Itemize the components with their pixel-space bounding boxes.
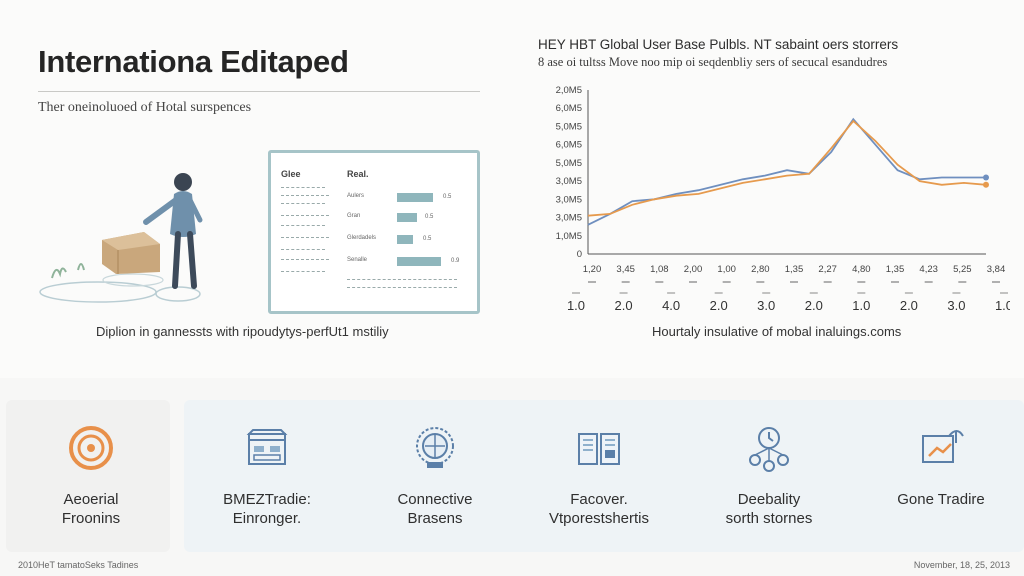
person-with-box-illustration (39, 173, 203, 303)
page-subtitle: Ther oneinoluoed of Hotal surspences (38, 100, 252, 115)
feature-label: Deebality sorth stornes (725, 491, 813, 527)
series-endpoint-1 (983, 181, 989, 188)
series-endpoint-0 (983, 174, 989, 181)
panel-row-key: Senalle (347, 257, 368, 263)
y-tick-label: 6,0M5 (556, 140, 582, 151)
feature-label: BMEZTradie: Einronger. (223, 491, 311, 527)
storefront-icon (246, 429, 288, 465)
y-tick-label: 5,0M5 (556, 121, 582, 132)
panel-col2-header: Real. (347, 169, 369, 179)
x-tick-label: 2.0 (805, 298, 823, 313)
panel-footer-line (347, 279, 457, 281)
feature-label: Connective Brasens (397, 491, 473, 527)
panel-row: Senalle 0.9 (271, 257, 477, 271)
panel-row: Glerdadels 0.5 (271, 235, 477, 249)
target-icon (69, 426, 113, 470)
panel-row-value: 0.9 (451, 258, 460, 264)
panel-row: Aulers 0.5 (271, 193, 477, 207)
feature-label: Facover. Vtporestshertis (548, 491, 650, 527)
panel-col1-header: Glee (281, 169, 301, 179)
x-tick-label: 2,00 (684, 264, 703, 275)
feature-item[interactable]: Connective Brasens (360, 422, 510, 528)
user-base-line-chart: 2,0M5 6,0M5 5,0M5 6,0M5 5,0M5 3,0M5 3,0M5 3,0M5… (556, 85, 1010, 313)
info-panel-card: Glee Real. Aulers 0.5 Gran 0.5 Glerdadel… (268, 150, 480, 314)
x-tick-label: 1,35 (785, 264, 804, 275)
x-tick-label: 1,08 (650, 264, 669, 275)
panel-row-key: Gran (347, 213, 361, 219)
feature-item[interactable]: Deebality sorth stornes (694, 422, 844, 528)
x-tick-label: 4.0 (662, 298, 680, 313)
x-tick-label: 2,27 (818, 264, 837, 275)
feature-item[interactable]: Aeoerial Froonins (16, 422, 166, 528)
series-line-0 (587, 117, 986, 226)
x-tick-label: 2.0 (900, 298, 918, 313)
featured-tile-background (6, 400, 170, 552)
page-title: Internationa Editaped (38, 44, 349, 79)
feature-label: Aeoerial Froonins (61, 491, 121, 527)
panel-placeholder-line (281, 187, 325, 188)
x-tick-label: 3.0 (757, 298, 775, 313)
y-tick-label: 2,0M5 (556, 85, 582, 96)
y-tick-label: 3,0M5 (556, 213, 582, 224)
x-tick-label: 5,25 (953, 264, 972, 275)
y-tick-label: 6,0M5 (556, 103, 582, 114)
globe-badge-icon (416, 427, 454, 468)
feature-strip-background (184, 400, 1024, 552)
x-tick-label: 2,80 (751, 264, 770, 275)
footer-date: November, 18, 25, 2013 (913, 560, 1010, 570)
y-tick-label: 3,0M5 (556, 176, 582, 187)
panel-row-bar (397, 257, 441, 266)
x-tick-label: 4,80 (852, 264, 871, 275)
network-icon (749, 427, 789, 472)
x-tick-label: 1,20 (583, 264, 602, 275)
chart-subtitle: 8 ase oi tultss Move noo mip oi seqdenbl… (538, 55, 888, 69)
book-icon (578, 433, 620, 465)
x-tick-label: 1,00 (717, 264, 736, 275)
x-tick-label: 1,35 (886, 264, 905, 275)
panel-row-key: Aulers (347, 193, 365, 199)
feature-label: Gone Tradire (897, 491, 985, 508)
x-tick-label: 2.0 (710, 298, 728, 313)
footer-credit: 2010HeT tamatoSeks Tadines (18, 560, 139, 570)
x-tick-label: 3.0 (947, 298, 965, 313)
panel-footer-line (347, 287, 457, 289)
series-line-1 (587, 119, 987, 217)
hero-panel (0, 0, 1024, 378)
panel-row-value: 0.5 (423, 236, 432, 242)
illustration-caption: Diplion in gannessts with ripoudytys-per… (96, 324, 389, 339)
panel-row-key: Glerdadels (347, 235, 377, 241)
panel-row-bar (397, 193, 433, 202)
panel-row-bar (397, 235, 413, 244)
y-tick-label: 0 (577, 249, 582, 260)
y-tick-label: 5,0M5 (556, 158, 582, 169)
feature-item[interactable]: BMEZTradie: Einronger. (192, 422, 342, 528)
panel-row-bar (397, 213, 417, 222)
chart-title: HEY HBT Global User Base Pulbls. NT saba… (538, 37, 899, 52)
trade-icon (922, 430, 964, 463)
title-divider (38, 91, 480, 92)
x-tick-label: 4,23 (919, 264, 938, 275)
x-tick-label: 2.0 (615, 298, 633, 313)
chart-caption: Hourtaly insulative of mobal inaluings.c… (652, 324, 902, 339)
panel-row-value: 0.5 (443, 194, 452, 200)
x-tick-label: 3,84 (987, 264, 1006, 275)
panel-row: Gran 0.5 (271, 213, 477, 227)
feature-item[interactable]: Facover. Vtporestshertis (524, 422, 674, 528)
x-tick-label: 3,45 (616, 264, 635, 275)
panel-row-value: 0.5 (425, 214, 434, 220)
feature-item[interactable]: Gone Tradire (866, 422, 1016, 509)
x-tick-label: 1.0 (852, 298, 870, 313)
y-tick-label: 3,0M5 (556, 194, 582, 205)
y-tick-label: 1,0M5 (556, 231, 582, 242)
x-tick-label: 1.0 (567, 298, 585, 313)
x-tick-label: 1.0 (995, 298, 1010, 313)
